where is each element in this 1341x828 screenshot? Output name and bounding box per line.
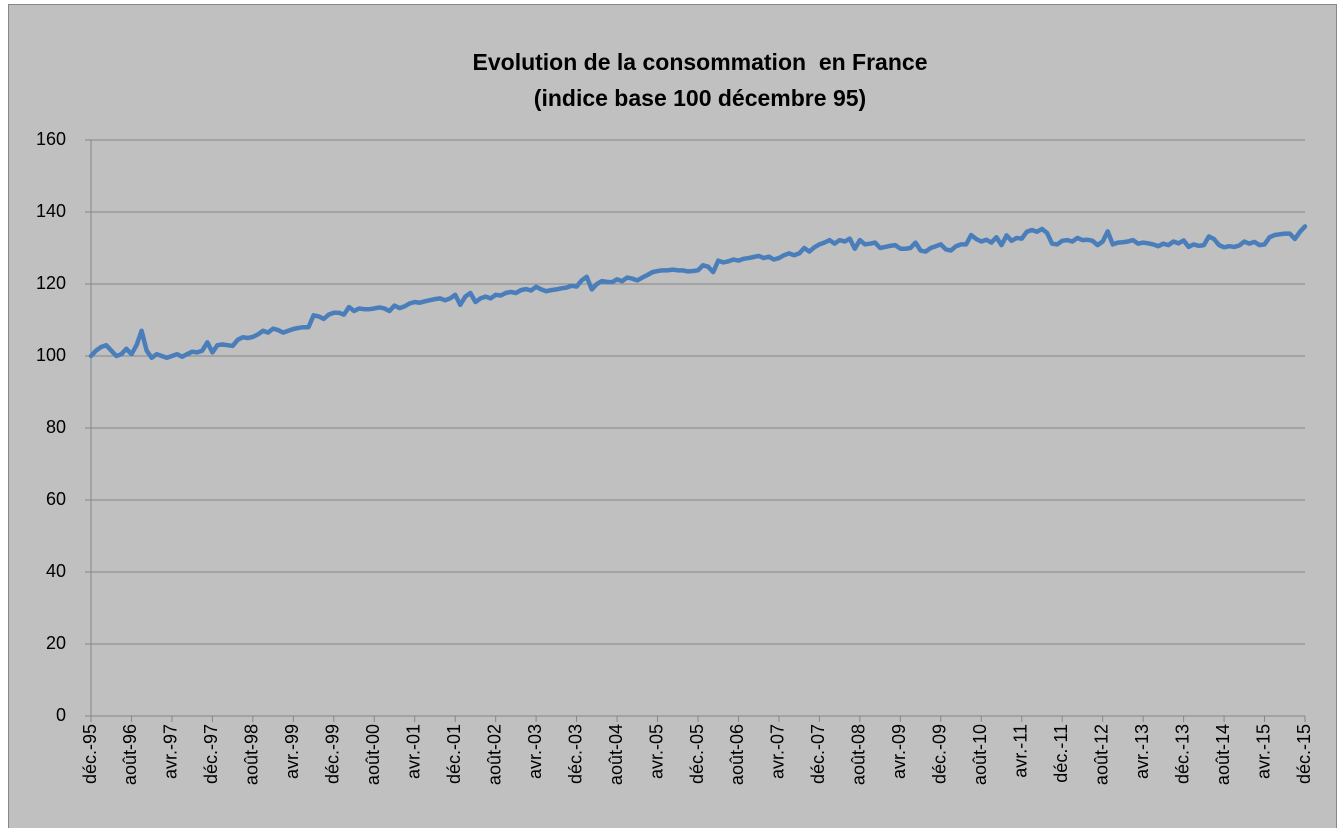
chart-area — [8, 4, 1337, 828]
y-tick-label: 60 — [46, 489, 66, 509]
x-tick-label: avr.-01 — [403, 724, 423, 779]
x-tick-label: avr.-97 — [161, 724, 181, 779]
x-tick-label: déc.-07 — [808, 724, 828, 784]
x-tick-label: déc.-13 — [1172, 724, 1192, 784]
x-tick-label: août-02 — [484, 724, 504, 785]
y-tick-label: 120 — [36, 273, 66, 293]
x-tick-label: août-96 — [120, 724, 140, 785]
x-tick-label: avr.-99 — [282, 724, 302, 779]
x-tick-label: déc.-03 — [565, 724, 585, 784]
x-tick-label: déc.-95 — [80, 724, 100, 784]
x-tick-label: août-06 — [727, 724, 747, 785]
x-tick-label: août-08 — [849, 724, 869, 785]
chart-title: Evolution de la consommation en France — [473, 49, 928, 75]
x-tick-label: déc.-05 — [687, 724, 707, 784]
x-tick-label: déc.-15 — [1294, 724, 1314, 784]
y-tick-label: 40 — [46, 561, 66, 581]
x-tick-label: déc.-97 — [201, 724, 221, 784]
x-tick-label: avr.-07 — [768, 724, 788, 779]
x-tick-label: avr.-11 — [1010, 724, 1030, 778]
x-tick-label: avr.-15 — [1253, 724, 1273, 779]
y-tick-label: 140 — [36, 201, 66, 221]
y-tick-label: 160 — [36, 129, 66, 149]
x-tick-label: avr.-05 — [646, 724, 666, 779]
chart-subtitle: (indice base 100 décembre 95) — [534, 85, 866, 111]
line-series — [88, 224, 1308, 361]
x-tick-label: déc.-99 — [323, 724, 343, 784]
x-tick-label: août-14 — [1213, 724, 1233, 785]
x-tick-label: déc.-01 — [444, 724, 464, 784]
x-tick-label: avr.-03 — [525, 724, 545, 779]
x-tick-label: déc.-09 — [930, 724, 950, 784]
x-tick-label: avr.-09 — [889, 724, 909, 779]
x-tick-label: août-10 — [970, 724, 990, 785]
y-tick-label: 0 — [56, 705, 66, 725]
x-tick-label: août-04 — [606, 724, 626, 785]
x-tick-label: août-00 — [363, 724, 383, 785]
x-tick-label: août-98 — [242, 724, 262, 785]
y-tick-label: 80 — [46, 417, 66, 437]
y-tick-label: 100 — [36, 345, 66, 365]
x-tick-label: avr.-13 — [1132, 724, 1152, 779]
y-tick-label: 20 — [46, 633, 66, 653]
x-tick-label: déc.-11 — [1051, 724, 1071, 783]
x-tick-label: août-12 — [1091, 724, 1111, 785]
